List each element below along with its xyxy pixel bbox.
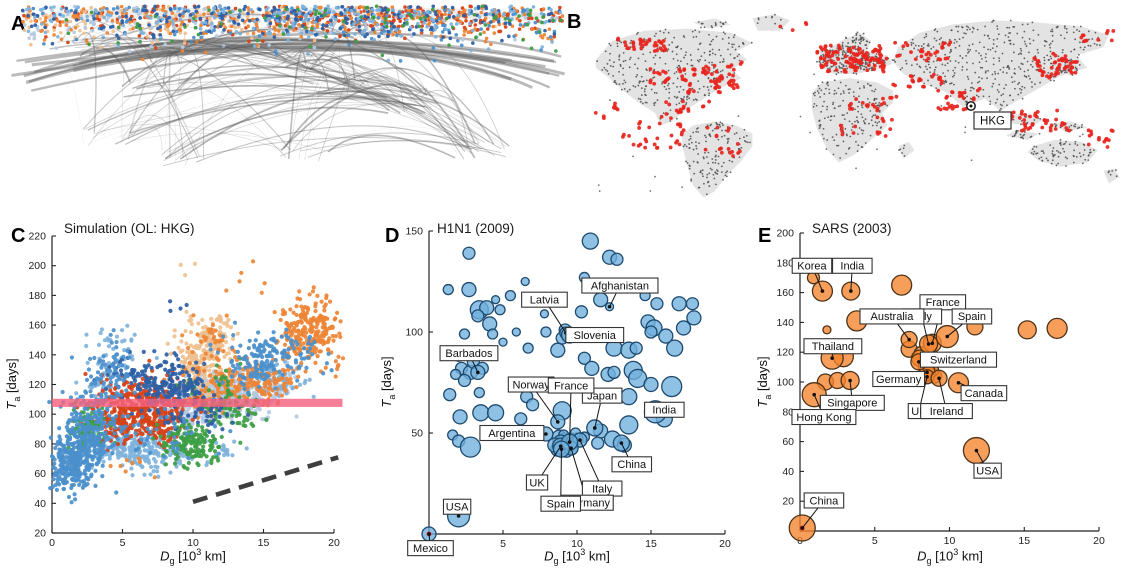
country-label-india: India <box>840 261 865 273</box>
svg-text:180: 180 <box>28 290 46 302</box>
country-label-spain: Spain <box>547 499 575 511</box>
country-label-mexico: Mexico <box>413 543 448 555</box>
country-label-latvia: Latvia <box>530 294 560 306</box>
panel-b-airport-map: HKG <box>593 13 1120 198</box>
panel-c-title: Simulation (OL: HKG) <box>64 221 195 236</box>
country-label-italy: Italy <box>592 483 613 495</box>
hkg-marker: HKG <box>966 101 1012 130</box>
chart-e-sars: 0510152020406080100120140160180200China K… <box>776 228 1105 548</box>
country-label-australia: Australia <box>871 311 915 323</box>
panel-e-letter: E <box>758 225 772 247</box>
d-x-axis-label: Dg [103 km] <box>544 547 610 566</box>
airport-community-points <box>20 4 565 63</box>
country-label-argentina: Argentina <box>488 428 536 440</box>
country-labels: Mexico USA Barbados Latvia Slovenia Afghanist… <box>407 277 685 557</box>
country-label-thailand: Thailand <box>812 341 854 353</box>
country-label-france: France <box>926 297 960 309</box>
panel-b-letter: B <box>567 11 582 33</box>
country-label-usa: USA <box>976 465 999 477</box>
country-label-barbados: Barbados <box>445 348 493 360</box>
panel-a-letter: A <box>11 13 26 35</box>
svg-text:10: 10 <box>187 537 199 549</box>
e-x-axis-label: Dg [103 km] <box>917 547 983 566</box>
svg-text:20: 20 <box>328 537 340 549</box>
country-label-usa: USA <box>446 502 469 514</box>
c-y-axis-label: Ta [days] <box>4 358 22 410</box>
panel-a-network-map <box>11 4 566 167</box>
country-label-hong-kong: Hong Kong <box>796 412 851 424</box>
country-label-korea: Korea <box>797 261 827 273</box>
country-label-afghanistan: Afghanistan <box>591 280 649 292</box>
country-label-france: France <box>554 380 588 392</box>
svg-text:220: 220 <box>28 231 46 243</box>
panel-d-title: H1N1 (2009) <box>437 221 515 236</box>
svg-text:0: 0 <box>49 537 55 549</box>
svg-text:80: 80 <box>34 438 46 450</box>
axes: 0 5 10 15 20 20 40 60 80 100 120 140 160 180 200 220 <box>28 231 340 550</box>
svg-text:140: 140 <box>28 349 46 361</box>
sim-points-darkblue <box>92 299 251 435</box>
svg-text:15: 15 <box>258 537 270 549</box>
country-label-china: China <box>617 459 647 471</box>
reference-dashed-line <box>192 455 339 505</box>
d-y-axis-label: Ta [days] <box>379 356 397 408</box>
panel-d-letter: D <box>385 225 400 247</box>
svg-text:40: 40 <box>34 498 46 510</box>
country-label-canada: Canada <box>965 388 1004 400</box>
svg-text:20: 20 <box>34 528 46 540</box>
country-label-uk: UK <box>529 477 545 489</box>
c-x-axis-label: Dg [103 km] <box>160 547 226 566</box>
svg-text:100: 100 <box>28 409 46 421</box>
country-label-ireland: Ireland <box>930 406 964 418</box>
route-arcs <box>11 13 566 167</box>
country-label-singapore: Singapore <box>827 398 877 410</box>
svg-text:200: 200 <box>28 260 46 272</box>
sim-points-steelblue <box>47 320 334 505</box>
svg-text:5: 5 <box>120 537 126 549</box>
hkg-label: HKG <box>980 116 1005 128</box>
panel-e-title: SARS (2003) <box>812 221 892 236</box>
e-y-axis-label: Ta [days] <box>755 356 773 408</box>
arrival-time-band <box>52 398 343 407</box>
country-label-spain: Spain <box>958 311 986 323</box>
country-label-switzerland: Switzerland <box>930 354 987 366</box>
country-label-japan: Japan <box>587 390 617 402</box>
outbreak-dots <box>593 20 1116 158</box>
panel-c-letter: C <box>11 225 26 247</box>
country-label-slovenia: Slovenia <box>574 330 617 342</box>
sim-points-orange <box>108 259 346 480</box>
svg-text:120: 120 <box>28 379 46 391</box>
country-labels: China Korea India Thailand Singapore Hong Kon… <box>791 257 1008 509</box>
svg-text:60: 60 <box>34 468 46 480</box>
country-label-germany: Germany <box>876 374 922 386</box>
country-label-china: China <box>810 495 840 507</box>
country-label-norway: Norway <box>512 379 550 391</box>
route-arcs-top <box>57 27 485 161</box>
label-leaders <box>427 292 658 541</box>
country-label-india: India <box>652 405 677 417</box>
svg-text:160: 160 <box>28 320 46 332</box>
chart-c-simulation: 0 5 10 15 20 20 40 60 80 100 120 140 160 180 200 220 <box>28 231 346 550</box>
